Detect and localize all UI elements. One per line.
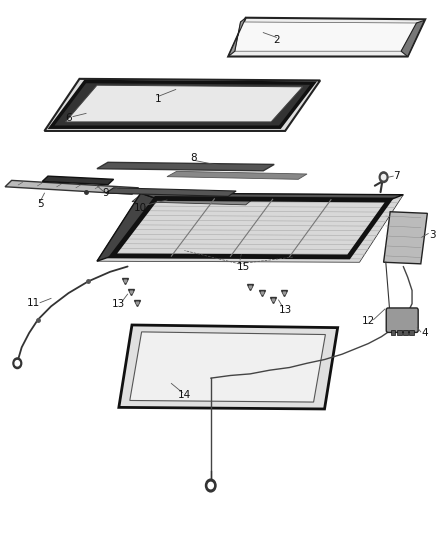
FancyBboxPatch shape — [385, 308, 417, 333]
Polygon shape — [51, 82, 313, 127]
Polygon shape — [383, 212, 426, 264]
Polygon shape — [65, 85, 302, 122]
Polygon shape — [46, 183, 111, 191]
Text: 2: 2 — [272, 35, 279, 45]
Circle shape — [205, 479, 215, 492]
Circle shape — [15, 361, 19, 366]
Polygon shape — [97, 193, 155, 261]
Polygon shape — [228, 18, 245, 56]
Polygon shape — [97, 193, 403, 262]
Text: 3: 3 — [428, 230, 435, 240]
Text: 15: 15 — [237, 262, 250, 271]
Polygon shape — [42, 176, 113, 184]
Polygon shape — [106, 188, 236, 196]
Polygon shape — [132, 196, 252, 205]
Text: 8: 8 — [190, 152, 196, 163]
Text: 1: 1 — [155, 94, 161, 104]
Bar — [390, 330, 395, 335]
Bar — [409, 330, 413, 335]
Text: 7: 7 — [392, 171, 399, 181]
Text: 13: 13 — [278, 305, 291, 315]
Polygon shape — [400, 20, 424, 56]
Polygon shape — [141, 193, 403, 200]
Polygon shape — [119, 325, 337, 409]
Bar — [396, 330, 401, 335]
Polygon shape — [97, 163, 274, 171]
Text: 4: 4 — [421, 328, 427, 338]
Text: 12: 12 — [361, 316, 374, 326]
Polygon shape — [234, 22, 417, 51]
Circle shape — [13, 358, 21, 368]
Polygon shape — [228, 18, 424, 56]
Polygon shape — [5, 180, 138, 194]
Text: 9: 9 — [102, 188, 109, 198]
Polygon shape — [130, 332, 325, 402]
Circle shape — [208, 482, 213, 489]
Text: 10: 10 — [134, 203, 147, 213]
Polygon shape — [44, 79, 319, 131]
Text: 11: 11 — [27, 297, 40, 308]
Text: 14: 14 — [177, 390, 191, 400]
Bar — [403, 330, 407, 335]
Polygon shape — [166, 171, 306, 179]
Circle shape — [381, 174, 385, 180]
Text: 13: 13 — [112, 298, 125, 309]
Text: 5: 5 — [37, 199, 43, 209]
Circle shape — [378, 172, 387, 182]
Text: 6: 6 — [65, 112, 72, 123]
